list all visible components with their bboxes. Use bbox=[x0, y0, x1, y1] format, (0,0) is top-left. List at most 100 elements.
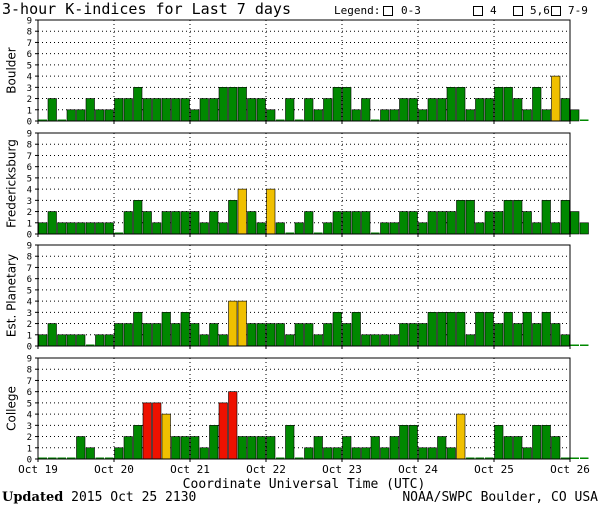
k-index-bar bbox=[427, 211, 437, 235]
k-index-bar bbox=[285, 334, 295, 347]
k-index-bar bbox=[285, 425, 295, 460]
k-index-bar bbox=[190, 109, 200, 122]
k-index-bar bbox=[503, 436, 513, 460]
legend-label: Legend: bbox=[334, 4, 381, 17]
k-index-bar bbox=[371, 119, 380, 121]
y-tick-label: 8 bbox=[27, 253, 32, 263]
k-index-bar bbox=[332, 447, 342, 460]
k-index-bar bbox=[114, 323, 124, 347]
k-index-bar bbox=[465, 334, 475, 347]
k-index-bar bbox=[465, 200, 475, 235]
k-index-bar bbox=[266, 188, 276, 235]
k-index-bar bbox=[190, 323, 200, 347]
k-index-bar bbox=[237, 436, 247, 460]
k-index-bar bbox=[579, 222, 589, 235]
k-index-bar bbox=[76, 334, 86, 347]
legend-text-5-6: 5,6 bbox=[530, 4, 550, 17]
k-index-bar bbox=[389, 109, 399, 122]
k-index-bar bbox=[38, 457, 47, 459]
k-index-bar bbox=[389, 222, 399, 235]
k-index-bar bbox=[456, 413, 466, 460]
k-index-bar bbox=[304, 98, 314, 122]
legend-swatch-7-9 bbox=[551, 6, 561, 16]
k-index-bar bbox=[332, 211, 342, 235]
y-tick-label: 8 bbox=[27, 366, 32, 376]
k-index-bar bbox=[580, 457, 589, 459]
k-index-bar bbox=[351, 109, 361, 122]
k-index-bar bbox=[171, 323, 181, 347]
k-index-bar bbox=[95, 334, 105, 347]
k-index-bar bbox=[580, 119, 589, 121]
k-index-bar bbox=[171, 436, 181, 460]
k-index-bar bbox=[133, 200, 143, 235]
k-index-bar bbox=[494, 425, 504, 460]
k-index-bar bbox=[503, 312, 513, 347]
k-index-bar bbox=[180, 436, 190, 460]
k-index-bar bbox=[351, 447, 361, 460]
y-tick-label: 8 bbox=[27, 28, 32, 38]
panel-station-label: Est. Planetary bbox=[5, 254, 19, 337]
k-index-bar bbox=[247, 436, 257, 460]
k-index-bar bbox=[209, 425, 219, 460]
k-index-bar bbox=[370, 334, 380, 347]
k-index-bar bbox=[95, 222, 105, 235]
k-index-bar bbox=[513, 436, 523, 460]
k-index-bar bbox=[427, 312, 437, 347]
k-index-bar bbox=[114, 447, 124, 460]
k-index-bar bbox=[190, 211, 200, 235]
y-tick-label: 4 bbox=[27, 73, 32, 83]
y-tick-label: 2 bbox=[27, 208, 32, 218]
k-index-bar bbox=[256, 98, 266, 122]
legend-swatch-5-6 bbox=[513, 6, 523, 16]
k-index-bar bbox=[57, 334, 67, 347]
k-index-bar bbox=[532, 222, 542, 235]
k-index-bar bbox=[399, 425, 409, 460]
k-index-bar bbox=[171, 211, 181, 235]
x-tick-label: Oct 20 bbox=[94, 463, 134, 476]
k-index-bar bbox=[522, 312, 532, 347]
y-tick-label: 1 bbox=[27, 331, 32, 341]
k-index-bar bbox=[76, 109, 86, 122]
k-index-bar bbox=[522, 447, 532, 460]
k-index-bar bbox=[332, 312, 342, 347]
k-index-bar bbox=[85, 222, 95, 235]
k-index-bar bbox=[361, 211, 371, 235]
k-index-bar bbox=[522, 211, 532, 235]
k-index-bar bbox=[342, 211, 352, 235]
k-index-bar bbox=[503, 200, 513, 235]
k-index-bar bbox=[314, 232, 323, 234]
k-index-bar bbox=[133, 425, 143, 460]
k-index-bar bbox=[38, 222, 48, 235]
k-index-bar bbox=[361, 334, 371, 347]
k-index-bar bbox=[105, 457, 114, 459]
y-tick-label: 4 bbox=[27, 411, 32, 421]
k-index-bar bbox=[38, 119, 47, 121]
k-index-bar bbox=[446, 447, 456, 460]
k-index-bar bbox=[494, 211, 504, 235]
k-index-bar bbox=[218, 222, 228, 235]
y-tick-label: 5 bbox=[27, 61, 32, 71]
k-index-bar bbox=[551, 222, 561, 235]
k-index-bar bbox=[342, 436, 352, 460]
k-index-bar bbox=[399, 323, 409, 347]
k-index-bar bbox=[218, 87, 228, 122]
legend-swatch-0-3 bbox=[383, 6, 393, 16]
legend-swatch-4 bbox=[473, 6, 483, 16]
k-index-bar bbox=[247, 211, 257, 235]
k-index-bar bbox=[380, 109, 390, 122]
k-index-bar bbox=[104, 109, 114, 122]
x-tick-label: Oct 26 bbox=[550, 463, 590, 476]
k-index-bar bbox=[418, 222, 428, 235]
k-index-bar bbox=[47, 211, 57, 235]
k-index-bar bbox=[276, 457, 285, 459]
panel-station-label: Boulder bbox=[5, 47, 19, 94]
k-index-bar bbox=[38, 334, 48, 347]
k-index-bar bbox=[551, 323, 561, 347]
k-index-bar bbox=[199, 98, 209, 122]
k-index-bar bbox=[446, 312, 456, 347]
k-index-bar bbox=[570, 457, 579, 459]
k-index-bar bbox=[446, 211, 456, 235]
k-index-bar bbox=[475, 457, 484, 459]
k-index-bar bbox=[332, 87, 342, 122]
